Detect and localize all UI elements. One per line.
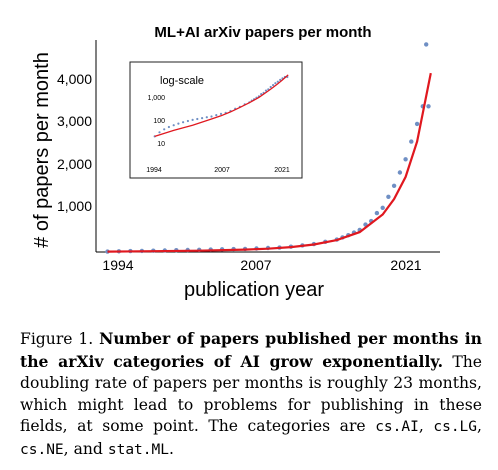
inset-point xyxy=(177,122,180,125)
outlier-point xyxy=(424,42,429,47)
chart-svg: ML+AI arXiv papers per month 1,000 2,000… xyxy=(31,24,440,301)
caption-separator: , and xyxy=(63,439,108,458)
caption-separator: , xyxy=(477,417,482,435)
inset-point xyxy=(191,118,194,121)
x-tick-label: 2007 xyxy=(240,257,271,273)
y-tick-label: 4,000 xyxy=(57,71,92,87)
y-tick-label: 2,000 xyxy=(57,156,92,172)
inset-data-points xyxy=(153,75,289,138)
category-cs-lg: cs.LG xyxy=(433,419,478,435)
category-cs-ai: cs.AI xyxy=(375,419,419,435)
inset-point xyxy=(167,125,170,129)
caption-bold-text: Number of papers published per months in… xyxy=(20,329,482,371)
fit-line xyxy=(107,72,432,253)
inset-point xyxy=(205,116,208,119)
caption-text: The doubling rate of papers per months i… xyxy=(20,352,482,436)
inset-fit-line xyxy=(154,74,289,138)
figure: ML+AI arXiv papers per month 1,000 2,000… xyxy=(31,24,440,301)
data-point xyxy=(391,183,397,188)
data-point xyxy=(380,205,385,210)
inset-point xyxy=(196,117,199,121)
data-point xyxy=(409,139,414,144)
caption-label: Figure 1. xyxy=(20,330,94,348)
category-stat-ml: stat.ML xyxy=(107,441,169,458)
x-axis-label: publication year xyxy=(184,279,324,301)
inset-chart: log-scale 10 100 1,000 1994 2007 2021 xyxy=(129,61,303,179)
caption-end: . xyxy=(168,439,174,458)
inset-point xyxy=(172,124,175,127)
inset-x-tick: 2007 xyxy=(214,167,230,174)
category-cs-ne: cs.NE xyxy=(20,441,64,458)
inset-x-tick: 2021 xyxy=(274,167,290,174)
y-axis-label: # of papers per month xyxy=(31,52,53,248)
y-tick-labels: 1,000 2,000 3,000 4,000 xyxy=(57,71,92,214)
data-point xyxy=(374,210,380,216)
inset-point xyxy=(201,117,204,120)
data-point xyxy=(403,157,408,162)
inset-y-tick: 100 xyxy=(153,118,165,125)
x-tick-label: 2021 xyxy=(390,257,421,273)
inset-point xyxy=(163,128,166,131)
inset-x-tick: 1994 xyxy=(146,167,162,174)
chart-title: ML+AI arXiv papers per month xyxy=(154,24,371,41)
inset-label: log-scale xyxy=(160,75,204,87)
data-point xyxy=(386,194,391,199)
inset-point xyxy=(269,85,272,89)
inset-point xyxy=(279,78,282,81)
inset-point xyxy=(182,121,185,124)
caption-separator: , xyxy=(418,417,434,435)
data-point xyxy=(414,121,420,127)
x-tick-label: 1994 xyxy=(102,257,133,273)
data-point xyxy=(397,170,403,175)
inset-point xyxy=(186,119,189,123)
inset-point xyxy=(274,82,277,85)
x-tick-labels: 1994 2007 2021 xyxy=(102,257,421,273)
inset-frame xyxy=(129,61,303,179)
inset-point xyxy=(276,80,279,83)
inset-point xyxy=(210,115,213,118)
y-tick-label: 3,000 xyxy=(57,113,92,129)
inset-point xyxy=(264,89,268,92)
y-tick-label: 1,000 xyxy=(57,198,92,214)
inset-y-tick: 10 xyxy=(157,141,165,148)
inset-point xyxy=(272,84,275,87)
inset-point xyxy=(215,114,218,117)
inset-point xyxy=(158,131,161,134)
inset-y-tick: 1,000 xyxy=(147,95,165,102)
figure-caption: Figure 1. Number of papers published per… xyxy=(20,328,482,461)
data-point xyxy=(426,104,431,109)
inset-point xyxy=(219,112,223,115)
